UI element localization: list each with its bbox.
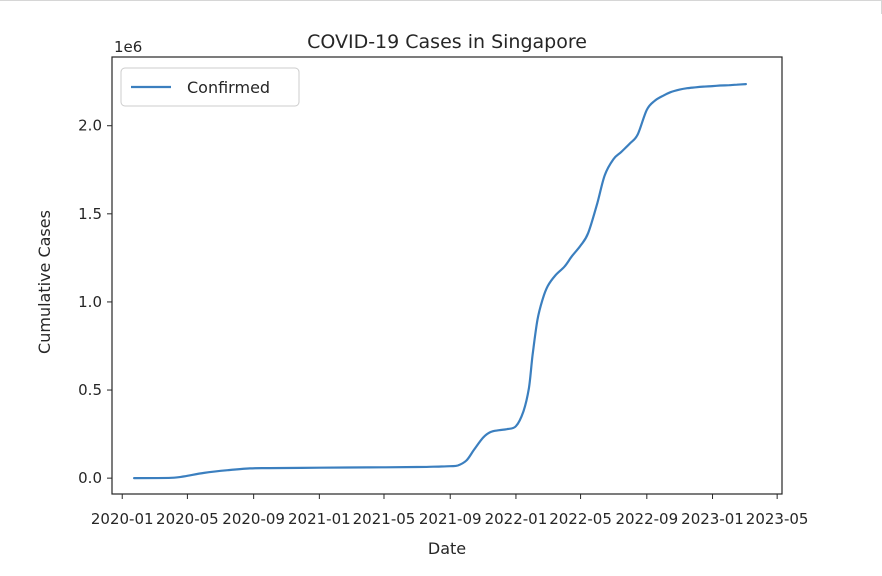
plot-area <box>111 56 783 495</box>
x-tick-label: 2021-09 <box>419 510 482 528</box>
x-tick-label: 2023-01 <box>681 510 744 528</box>
x-tick-label: 2023-05 <box>746 510 809 528</box>
confirmed-series-line <box>133 83 747 480</box>
x-tick-label: 2021-05 <box>353 510 416 528</box>
x-axis-label: Date <box>428 539 466 558</box>
axis-ticks: 2020-01 2020-05 2020-09 2021-01 2021-05 2021-… <box>78 117 808 528</box>
x-tick-label: 2022-01 <box>485 510 548 528</box>
y-tick-label: 1.0 <box>78 293 102 311</box>
top-border <box>0 0 882 1</box>
y-tick-label: 0.0 <box>78 469 102 487</box>
y-tick-label: 2.0 <box>78 117 102 135</box>
legend-label-confirmed: Confirmed <box>187 78 270 97</box>
y-tick-label: 0.5 <box>78 381 102 399</box>
chart-title: COVID-19 Cases in Singapore <box>307 31 587 53</box>
x-tick-label: 2022-05 <box>549 510 612 528</box>
y-tick-label: 1.5 <box>78 205 102 223</box>
legend: Confirmed <box>120 67 300 107</box>
x-tick-label: 2020-09 <box>222 510 285 528</box>
x-tick-label: 2020-05 <box>156 510 219 528</box>
x-tick-label: 2020-01 <box>91 510 154 528</box>
legend-box <box>120 67 300 107</box>
x-tick-label: 2022-09 <box>615 510 678 528</box>
x-tick-label: 2021-01 <box>288 510 351 528</box>
y-axis-offset-label: 1e6 <box>114 38 142 56</box>
y-axis-label: Cumulative Cases <box>35 210 54 354</box>
